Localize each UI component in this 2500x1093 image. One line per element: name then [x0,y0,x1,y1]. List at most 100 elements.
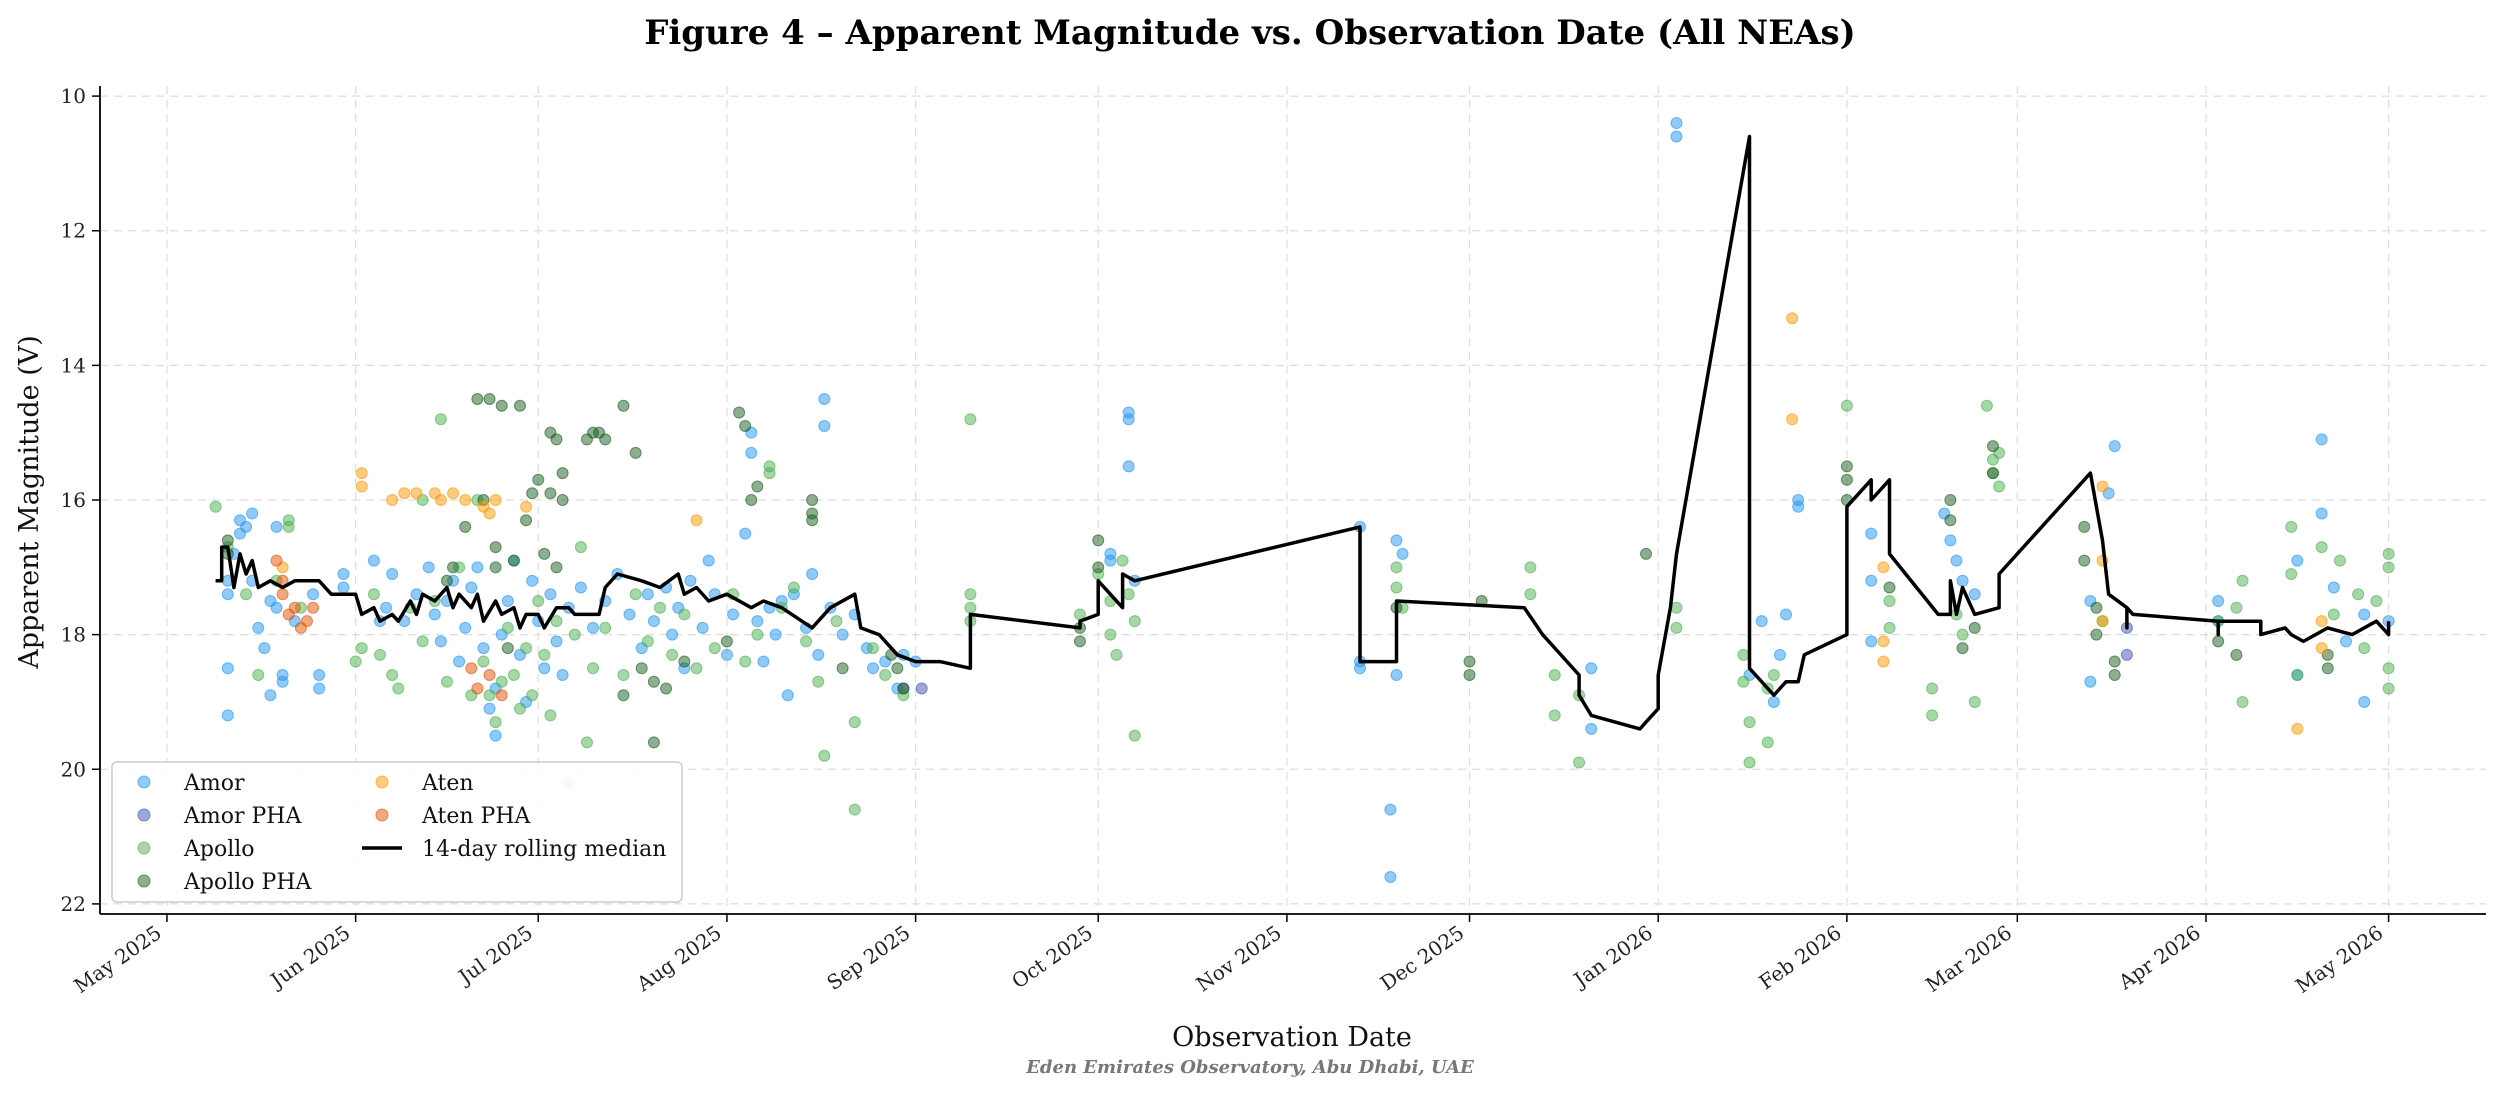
point-apollo [349,655,362,668]
point-apollo [1548,709,1561,722]
legend-label: Apollo PHA [183,870,313,895]
point-amor [422,561,435,574]
point-amor [471,561,484,574]
point-amor [1865,635,1878,648]
point-amor [1122,413,1135,426]
point-amor [751,615,764,628]
point-amor [489,729,502,742]
point-apollo [1883,594,1896,607]
point-apollo [599,621,612,634]
point-amor [1950,554,1963,567]
point-amor [696,621,709,634]
point-amor [538,662,551,675]
point-apollo-pha [2108,669,2121,682]
point-amor [806,568,819,581]
legend-label: Aten PHA [421,804,532,829]
point-apollo [739,655,752,668]
point-amor [465,581,478,594]
point-apollo-pha [489,541,502,554]
legend-marker [137,841,151,855]
point-apollo [1524,588,1537,601]
point-amor [1104,547,1117,560]
point-amor [2212,594,2225,607]
point-apollo-pha [1986,467,1999,480]
point-apollo [501,621,514,634]
point-amor [867,662,880,675]
point-apollo [483,689,496,702]
point-amor [1670,117,1683,130]
legend-label: Aten [421,771,474,796]
point-amor [1767,695,1780,708]
point-apollo-pha [635,662,648,675]
point-amor [313,682,326,695]
point-amor [702,554,715,567]
point-apollo [1956,628,1969,641]
point-amor [818,419,831,432]
point-amor [1353,662,1366,675]
point-amor [1585,722,1598,735]
point-amor [367,554,380,567]
point-apollo [964,588,977,601]
point-apollo [520,642,533,655]
point-apollo [367,588,380,601]
point-amor [1384,870,1397,883]
point-apollo [690,662,703,675]
point-apollo [1761,736,1774,749]
point-amor [2358,695,2371,708]
point-apollo [1128,615,1141,628]
point-apollo [818,749,831,762]
point-aten [434,494,447,506]
point-aten [1786,312,1799,325]
point-apollo-pha [1073,635,1086,648]
point-amor [1390,669,1403,682]
point-apollo-pha [526,487,539,500]
point-aten-pha [307,601,320,614]
point-apollo-pha [660,682,673,695]
y-tick-label: 18 [61,623,86,647]
point-apollo [1128,729,1141,742]
point-amor [246,507,259,520]
point-apollo-pha [617,399,630,412]
point-apollo-pha [1986,440,1999,453]
point-aten [386,494,399,506]
point-aten-pha [276,588,289,601]
y-axis-title: Apparent Magnitude (V) [14,335,45,670]
point-amor [221,709,234,722]
point-apollo [763,467,776,480]
point-apollo [1524,561,1537,574]
point-apollo [1737,648,1750,661]
point-apollo-pha [751,480,764,493]
point-amor [313,669,326,682]
point-apollo-pha [745,494,758,506]
point-amor [739,527,752,540]
point-amor [240,520,253,533]
point-apollo-pha [1968,621,1981,634]
point-apollo [2370,594,2383,607]
legend-label: 14-day rolling median [422,837,666,862]
legend-marker [375,808,389,822]
point-apollo [812,675,825,688]
point-aten [1786,413,1799,426]
point-apollo-pha [1944,514,1957,527]
point-apollo [2236,695,2249,708]
point-apollo-pha [678,655,691,668]
point-amor [1384,803,1397,816]
point-aten [398,487,411,500]
point-apollo-pha [501,642,514,655]
point-apollo [282,520,295,533]
point-aten [690,514,703,527]
point-amor [1944,534,1957,547]
point-apollo-pha [647,736,660,749]
point-apollo [1883,621,1896,634]
point-apollo-pha [1944,494,1957,506]
point-apollo [526,689,539,702]
legend-label: Amor [183,771,245,796]
point-apollo [240,588,253,601]
point-apollo [209,500,222,513]
point-amor [641,588,654,601]
point-amor [757,655,770,668]
point-aten [1877,561,1890,574]
point-apollo-pha [806,507,819,520]
point-apollo-pha [891,662,904,675]
observatory-footer: Eden Emirates Observatory, Abu Dhabi, UA… [1025,1057,1474,1078]
